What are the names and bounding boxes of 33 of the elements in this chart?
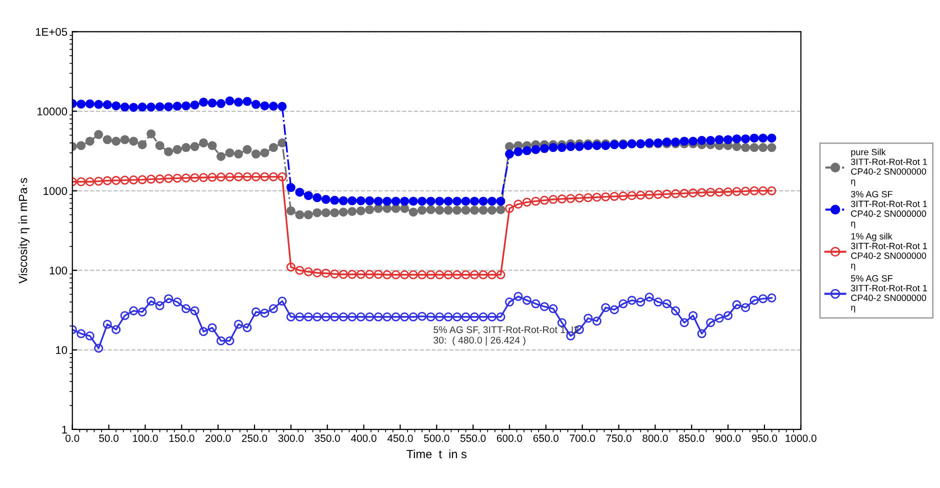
legend-label: pure Silk 3ITT-Rot-Rot-Rot 1 CP40-2 SN000000 η (851, 148, 927, 186)
x-tick-label: 900.0 (715, 434, 741, 442)
x-tick-label: 950.0 (752, 434, 778, 442)
y-tick-label: 10000 (37, 108, 68, 116)
y-axis-title: Viscosity η in mPa·s (18, 178, 30, 284)
legend-label: 1% Ag silk 3ITT-Rot-Rot-Rot 1 CP40-2 SN000000 η (851, 232, 927, 270)
x-tick-label: 300.0 (278, 434, 304, 442)
x-tick-label: 600.0 (496, 434, 522, 442)
x-axis-title: Time t in s (406, 450, 466, 458)
x-tick-label: 50.0 (99, 434, 119, 442)
x-tick-label: 850.0 (679, 434, 704, 442)
x-tick-label: 200.0 (206, 434, 231, 442)
x-tick-label: 100.0 (132, 434, 158, 442)
x-tick-label: 150.0 (169, 434, 194, 442)
x-tick-label: 350.0 (314, 434, 340, 442)
x-tick-label: 250.0 (242, 434, 268, 442)
x-tick-label: 750.0 (606, 434, 632, 442)
x-tick-label: 500.0 (424, 434, 450, 442)
x-tick-label: 650.0 (533, 434, 559, 442)
y-tick-label: 100 (50, 266, 68, 274)
x-tick-label: 1000.0 (786, 434, 816, 442)
legend-label: 3% AG SF 3ITT-Rot-Rot-Rot 1 CP40-2 SN000000 η (851, 190, 927, 228)
x-tick-label: 800.0 (642, 434, 668, 442)
y-tick-label: 1E+05 (36, 28, 68, 36)
x-tick-label: 0.0 (66, 434, 80, 442)
y-tick-label: 1 (62, 426, 67, 434)
x-tick-label: 550.0 (460, 434, 486, 442)
y-tick-label: 10 (56, 346, 68, 354)
x-tick-label: 400.0 (350, 434, 376, 442)
x-tick-label: 700.0 (570, 434, 595, 442)
y-tick-label: 1000 (44, 187, 68, 195)
x-tick-label: 450.0 (387, 434, 413, 442)
legend-label: 5% AG SF 3ITT-Rot-Rot-Rot 1 CP40-2 SN000000 η (851, 275, 927, 313)
